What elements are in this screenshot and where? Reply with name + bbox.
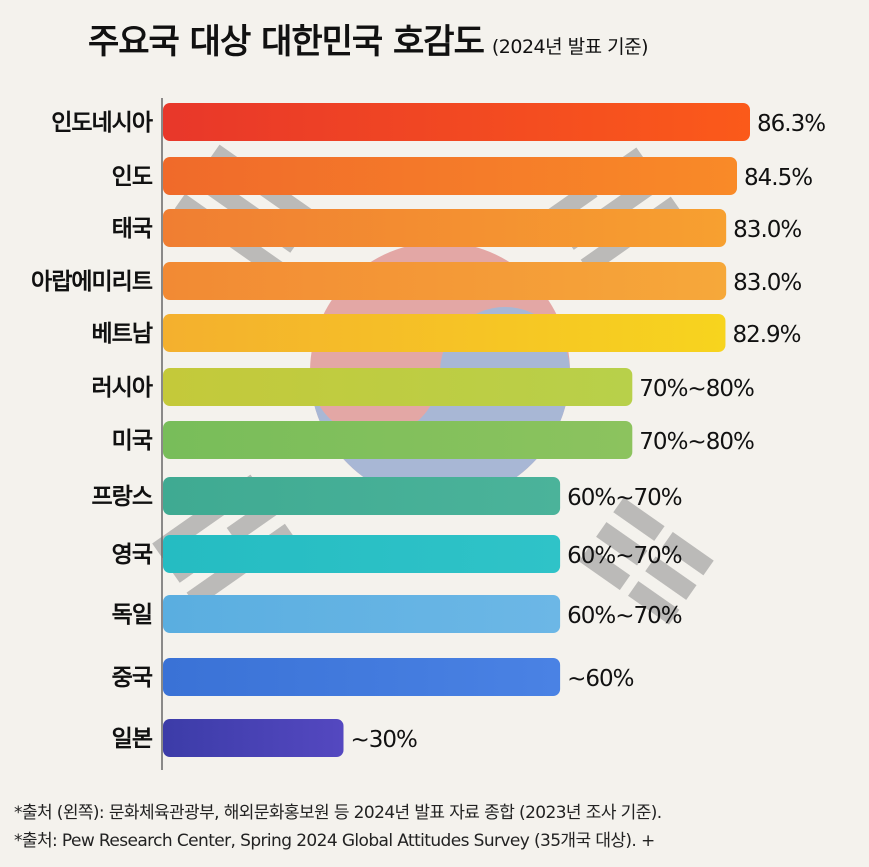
value-label: ~30%: [351, 727, 418, 753]
value-label: 86.3%: [757, 111, 825, 137]
bar-4: [163, 314, 726, 352]
bar-2: [163, 209, 727, 247]
value-label: 60%~70%: [567, 603, 682, 629]
category-label: 일본: [112, 726, 153, 752]
category-label: 아랍에미리트: [31, 269, 153, 295]
bar-7: [163, 477, 561, 515]
bar-6: [163, 421, 633, 459]
category-label: 베트남: [92, 321, 153, 347]
value-label: 82.9%: [732, 322, 800, 348]
category-label: 태국: [112, 216, 153, 242]
chart-subtitle: (2024년 발표 기준): [491, 36, 649, 58]
category-label: 러시아: [92, 375, 153, 401]
bar-3: [163, 262, 727, 300]
chart-title: 주요국 대상 대한민국 호감도: [88, 22, 485, 62]
bar-5: [163, 368, 633, 406]
category-label: 미국: [112, 428, 153, 454]
bar-10: [163, 658, 561, 696]
value-label: 84.5%: [744, 165, 812, 191]
value-label: 60%~70%: [567, 485, 682, 511]
category-label: 인도: [112, 164, 153, 190]
value-label: 83.0%: [733, 217, 801, 243]
bar-0: [163, 103, 750, 141]
footnote-1: *출처 (왼쪽): 문화체육관광부, 해외문화홍보원 등 2024년 발표 자료…: [14, 803, 662, 823]
chart-title-block: 주요국 대상 대한민국 호감도 (2024년 발표 기준): [88, 14, 649, 63]
footnote-2: *출처: Pew Research Center, Spring 2024 Gl…: [14, 831, 655, 851]
flag-trigram-bottom-right: [578, 497, 714, 625]
value-label: 70%~80%: [639, 376, 754, 402]
bar-8: [163, 535, 561, 573]
category-label: 중국: [112, 665, 153, 691]
value-label: ~60%: [567, 666, 634, 692]
value-label: 83.0%: [733, 270, 801, 296]
category-label: 프랑스: [92, 484, 153, 510]
bars-group: 인도네시아 86.3% 인도 84.5% 태국 83.0% 아랍에미리트 83.0% 베트남 82…: [31, 103, 826, 757]
category-label: 영국: [112, 542, 153, 568]
bar-1: [163, 157, 738, 195]
value-label: 70%~80%: [639, 429, 754, 455]
category-label: 독일: [112, 602, 152, 628]
bar-11: [163, 719, 344, 757]
value-label: 60%~70%: [567, 543, 682, 569]
bar-9: [163, 595, 561, 633]
category-label: 인도네시아: [51, 110, 153, 136]
